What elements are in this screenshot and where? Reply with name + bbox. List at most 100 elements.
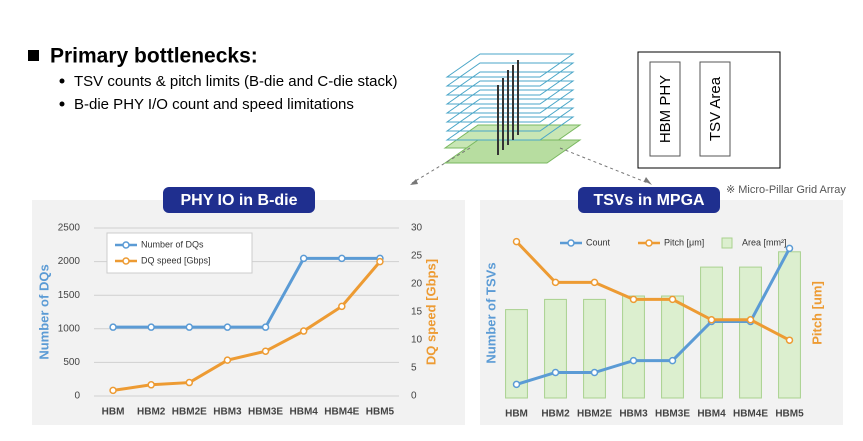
- y2-tick-label: 0: [411, 391, 417, 402]
- legend-marker: [645, 239, 653, 247]
- slide-title: Primary bottlenecks:: [50, 45, 258, 68]
- marker: [629, 356, 638, 365]
- x-tick-label: HBM2: [541, 409, 570, 420]
- x-tick-label: HBM: [505, 409, 528, 420]
- legend-marker: [122, 241, 130, 249]
- y2-tick-label: 15: [411, 307, 423, 318]
- marker: [109, 323, 117, 331]
- marker: [338, 254, 346, 263]
- marker: [785, 336, 794, 344]
- y2-tick-label: 25: [411, 251, 423, 262]
- marker: [109, 386, 117, 395]
- marker: [707, 316, 716, 324]
- x-tick-label: HBM2: [137, 407, 166, 418]
- x-tick-label: HBM4E: [733, 409, 768, 420]
- marker: [376, 257, 384, 266]
- marker: [147, 381, 155, 389]
- x-tick-label: HBM3E: [248, 407, 283, 418]
- marker: [590, 368, 599, 377]
- chart-banner: [578, 187, 720, 213]
- bar: [544, 298, 567, 399]
- line: [112, 260, 382, 392]
- title-bullet: [28, 50, 39, 61]
- legend-marker: [567, 239, 575, 247]
- chart-title: PHY IO in B-die: [180, 192, 297, 209]
- x-tick-label: HBM3: [619, 409, 648, 420]
- legend-label: Number of DQs: [141, 239, 204, 249]
- bar: [739, 266, 762, 399]
- y-tick-label: 500: [63, 357, 80, 368]
- tsv-area-block: [699, 61, 731, 157]
- line: [516, 247, 791, 386]
- marker: [551, 368, 560, 377]
- y2-axis-title: Pitch [um]: [809, 281, 824, 345]
- marker: [746, 316, 755, 324]
- chart-banner: [163, 187, 315, 213]
- marker: [261, 323, 270, 331]
- y2-tick-label: 20: [411, 279, 423, 290]
- x-tick-label: HBM5: [366, 407, 395, 418]
- line: [515, 240, 791, 342]
- marker: [551, 278, 560, 287]
- bar: [700, 266, 723, 399]
- marker: [261, 347, 270, 355]
- x-tick-label: HBM3E: [655, 409, 690, 420]
- legend-box: [106, 232, 253, 274]
- y-axis-title: Number of DQs: [36, 264, 51, 359]
- y-tick-label: 1000: [58, 323, 81, 334]
- marker: [785, 244, 794, 253]
- marker: [629, 295, 638, 304]
- y-tick-label: 1500: [58, 290, 81, 301]
- hbm-phy-block: [649, 61, 681, 157]
- bullet: B-die PHY I/O count and speed limitation…: [74, 96, 354, 113]
- bar: [778, 251, 801, 399]
- x-tick-label: HBM4: [290, 407, 319, 418]
- block-label: HBM PHY: [657, 75, 674, 143]
- marker: [668, 295, 677, 304]
- legend-label: Pitch [μm]: [664, 237, 704, 247]
- x-tick-label: HBM4: [697, 409, 726, 420]
- legend-swatch: [721, 237, 733, 249]
- y2-tick-label: 30: [411, 223, 423, 234]
- bullet-dot: [59, 78, 65, 84]
- marker: [185, 378, 194, 387]
- x-tick-label: HBM2E: [577, 409, 612, 420]
- note: ※ Micro-Pillar Grid Array: [726, 184, 846, 196]
- y2-tick-label: 10: [411, 335, 423, 346]
- line: [113, 256, 380, 329]
- x-tick-label: HBM5: [775, 409, 804, 420]
- bullet: TSV counts & pitch limits (B-die and C-d…: [74, 73, 397, 90]
- bar: [583, 298, 606, 399]
- marker: [223, 356, 232, 364]
- x-tick-label: HBM2E: [172, 407, 207, 418]
- marker: [299, 254, 308, 263]
- x-tick-label: HBM4E: [324, 407, 359, 418]
- marker: [668, 356, 677, 365]
- stack-diagram: [410, 53, 652, 185]
- x-tick-label: HBM3: [213, 407, 242, 418]
- legend-label: DQ speed [Gbps]: [141, 255, 211, 265]
- block-label: TSV Area: [707, 76, 724, 141]
- marker: [338, 302, 346, 311]
- marker: [590, 278, 599, 287]
- y2-tick-label: 5: [411, 363, 417, 374]
- y-axis-title: Number of TSVs: [483, 262, 498, 363]
- y-tick-label: 0: [74, 391, 80, 402]
- legend-label: Count: [586, 237, 611, 247]
- marker: [299, 327, 308, 335]
- chart-title: TSVs in MPGA: [593, 192, 705, 209]
- marker: [223, 323, 232, 331]
- marker: [147, 323, 155, 331]
- bar: [622, 295, 645, 399]
- bullet-dot: [59, 101, 65, 107]
- y-tick-label: 2500: [58, 223, 81, 234]
- bar: [661, 295, 684, 399]
- y2-axis-title: DQ speed [Gbps]: [423, 259, 438, 365]
- y-tick-label: 2000: [58, 256, 81, 267]
- marker: [512, 237, 521, 246]
- legend-marker: [122, 257, 130, 265]
- bar: [505, 309, 528, 399]
- marker: [185, 323, 194, 331]
- x-tick-label: HBM: [102, 407, 125, 418]
